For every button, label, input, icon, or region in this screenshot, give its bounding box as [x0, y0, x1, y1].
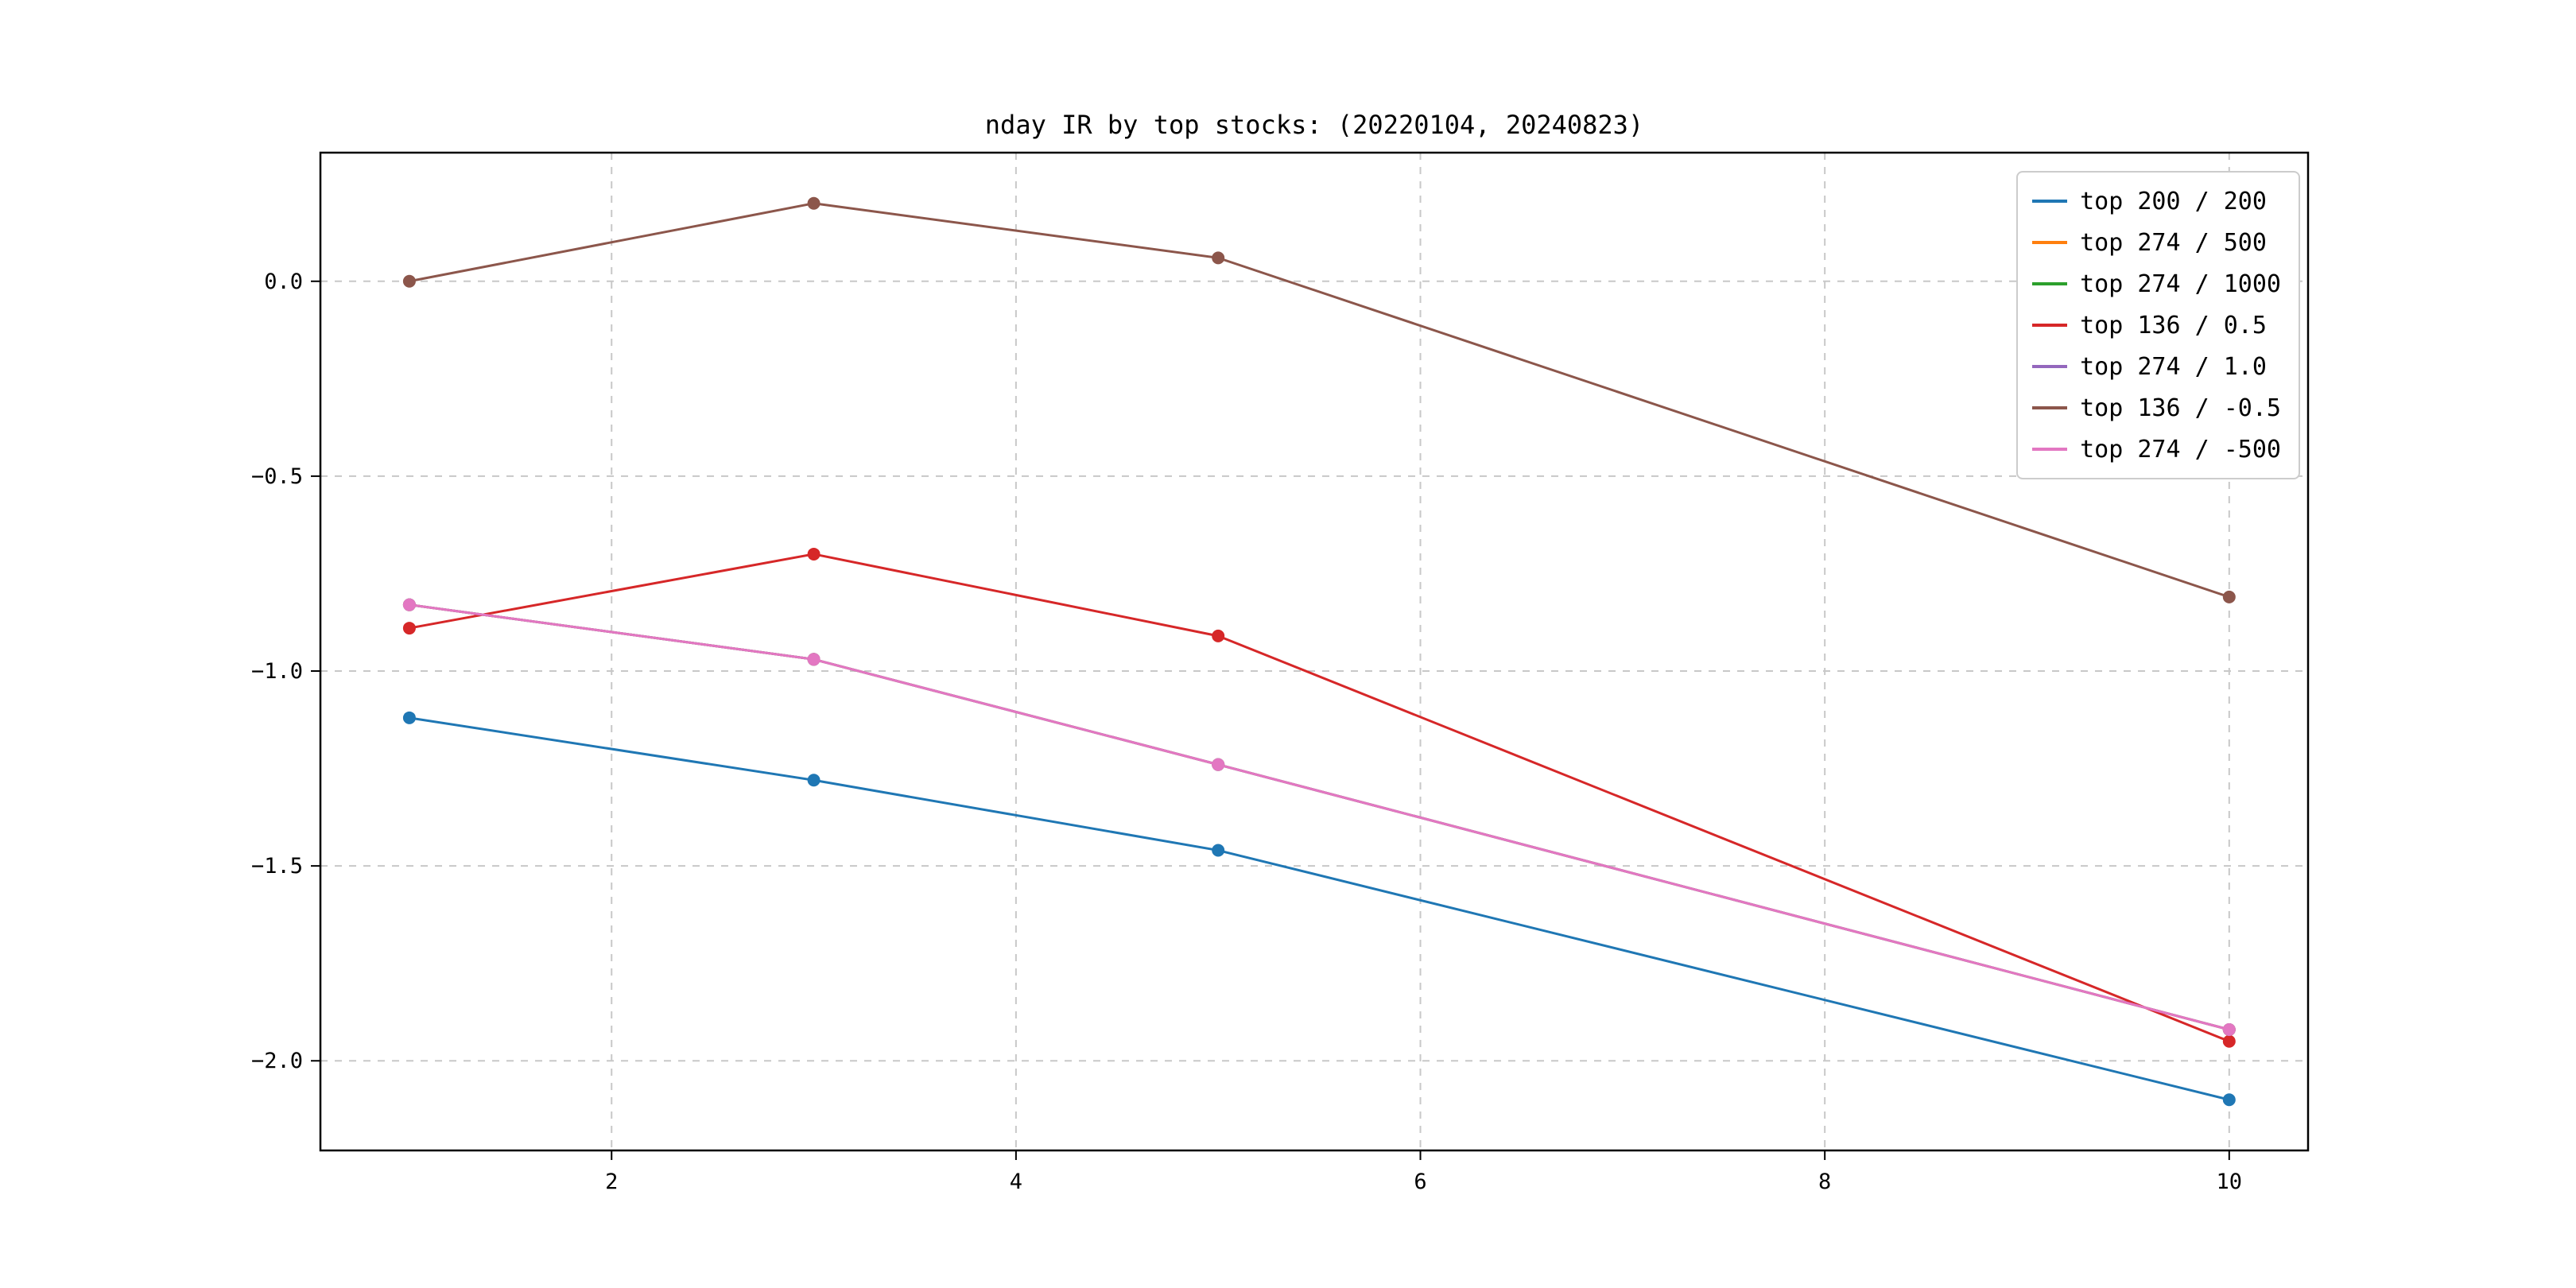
series-line [409, 603, 2230, 1031]
legend-item: top 136 / 0.5 [2032, 305, 2281, 346]
legend-label: top 136 / -0.5 [2080, 394, 2281, 422]
y-tick-label: −1.0 [251, 659, 303, 684]
legend-item: top 274 / 500 [2032, 222, 2281, 263]
series-marker [2222, 590, 2236, 603]
legend-line-swatch [2032, 241, 2068, 244]
series-marker [2222, 1093, 2236, 1107]
legend-label: top 136 / 0.5 [2080, 311, 2267, 339]
series-marker [402, 274, 416, 288]
series-marker [402, 622, 416, 635]
series-marker [2222, 1023, 2236, 1037]
y-tick-label: −1.5 [251, 854, 303, 879]
legend-label: top 274 / 500 [2080, 228, 2267, 257]
x-tick-label: 6 [1414, 1170, 1426, 1194]
legend-item: top 274 / -500 [2032, 429, 2281, 470]
legend-line-swatch [2032, 324, 2068, 327]
legend-line-swatch [2032, 200, 2068, 203]
series-line [409, 553, 2230, 1043]
series-marker [807, 774, 821, 787]
x-tick-label: 2 [605, 1170, 618, 1194]
legend-item: top 274 / 1.0 [2032, 346, 2281, 387]
legend-item: top 136 / -0.5 [2032, 387, 2281, 429]
series-marker [2222, 1034, 2236, 1048]
x-tick-label: 4 [1010, 1170, 1022, 1194]
legend-label: top 274 / 1.0 [2080, 352, 2267, 381]
legend-line-swatch [2032, 406, 2068, 409]
y-tick-label: −0.5 [251, 464, 303, 489]
legend-label: top 274 / 1000 [2080, 270, 2281, 298]
series-marker [402, 711, 416, 724]
series-marker [1212, 251, 1225, 265]
series-marker [1212, 758, 1225, 771]
legend-line-swatch [2032, 282, 2068, 285]
y-tick-label: 0.0 [264, 270, 303, 294]
series-marker [1212, 629, 1225, 642]
series-line [409, 603, 2230, 1031]
x-tick-label: 10 [2217, 1170, 2243, 1194]
legend-item: top 274 / 1000 [2032, 263, 2281, 305]
chart-title: nday IR by top stocks: (20220104, 202408… [984, 110, 1644, 140]
axes-frame [319, 151, 2310, 1152]
series-marker [807, 196, 821, 210]
series-marker [807, 653, 821, 666]
legend: top 200 / 200 top 274 / 500 top 274 / 1000… [2016, 171, 2300, 479]
legend-line-swatch [2032, 365, 2068, 368]
series-marker [1212, 844, 1225, 857]
series-line [409, 716, 2230, 1101]
series-marker [807, 547, 821, 561]
series-line [409, 603, 2230, 1031]
series-line [409, 603, 2230, 1031]
legend-label: top 200 / 200 [2080, 187, 2267, 215]
legend-line-swatch [2032, 448, 2068, 451]
series-marker [402, 598, 416, 611]
y-tick-label: −2.0 [251, 1049, 303, 1073]
series-line [409, 202, 2230, 599]
x-tick-label: 8 [1818, 1170, 1831, 1194]
legend-label: top 274 / -500 [2080, 435, 2281, 464]
legend-item: top 200 / 200 [2032, 180, 2281, 222]
